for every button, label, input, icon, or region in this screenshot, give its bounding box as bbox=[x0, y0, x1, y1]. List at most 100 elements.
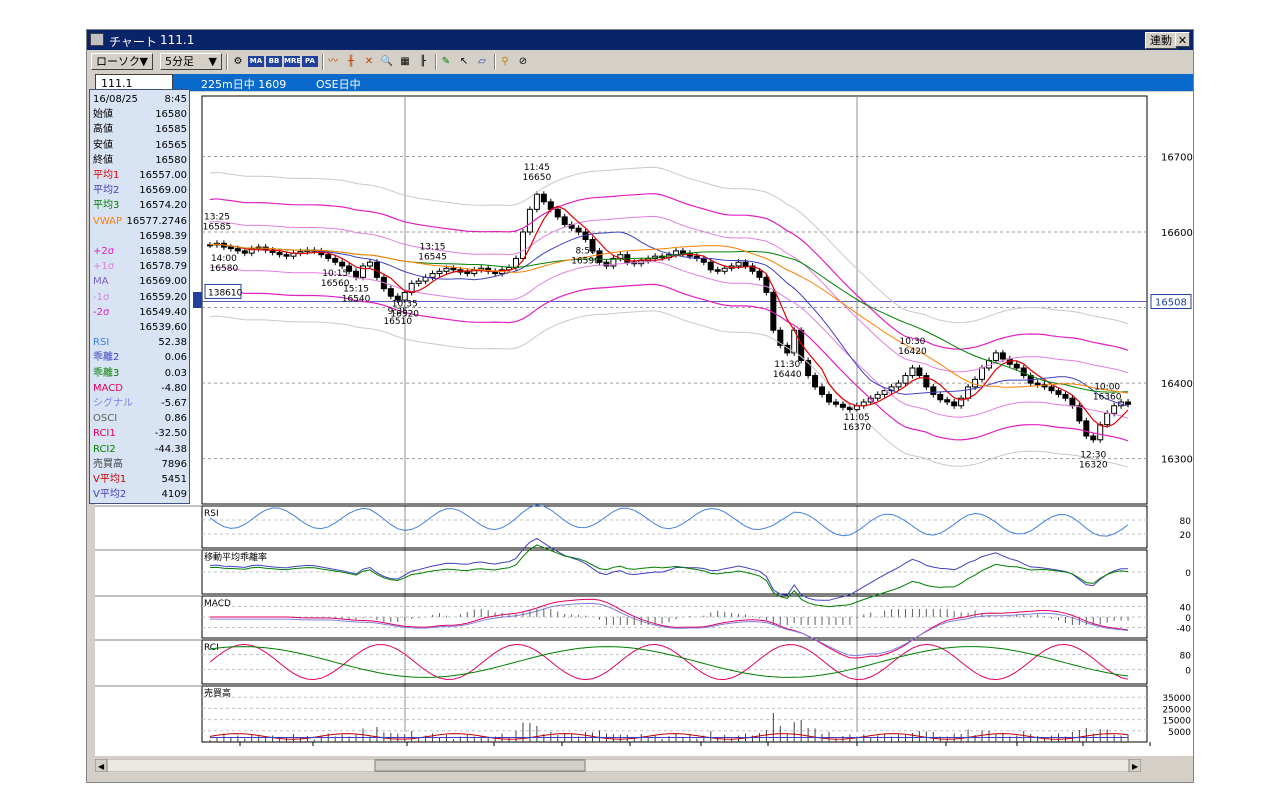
candle-body bbox=[1097, 424, 1104, 441]
candle-body bbox=[756, 270, 763, 278]
data-panel-value: 16549.40 bbox=[139, 306, 187, 318]
candle-body bbox=[401, 291, 408, 301]
data-panel-label: -2σ bbox=[93, 306, 110, 318]
data-panel-value: 16559.20 bbox=[139, 291, 187, 303]
volume-ma1-line bbox=[209, 733, 1129, 740]
data-panel-row: -2σ 16549.40 bbox=[93, 305, 187, 320]
data-panel-label: -1σ bbox=[93, 291, 110, 303]
mre-icon[interactable]: MRE bbox=[284, 56, 302, 67]
data-panel-label: 乖離2 bbox=[93, 352, 120, 364]
bollinger-minus1-line bbox=[209, 261, 1129, 419]
pa-icon[interactable]: PA bbox=[302, 56, 318, 67]
candle-body bbox=[283, 254, 290, 257]
data-panel-row: 乖離3 0.03 bbox=[93, 366, 187, 381]
line-chart-icon[interactable]: 〰 bbox=[328, 56, 338, 67]
pencil-icon[interactable]: ✎ bbox=[441, 56, 451, 67]
indicator-pane-frame bbox=[201, 685, 1148, 743]
candle-body bbox=[276, 251, 283, 256]
data-panel-row: RSI 52.38 bbox=[93, 335, 187, 350]
candle-body bbox=[763, 276, 770, 293]
calc-icon[interactable]: ▦ bbox=[400, 56, 410, 67]
candle-body bbox=[1111, 405, 1118, 414]
candle-body bbox=[248, 248, 255, 254]
pnf-icon[interactable]: ✕ bbox=[364, 56, 374, 67]
ma1-line bbox=[209, 205, 1129, 428]
candle-body bbox=[1055, 390, 1062, 395]
price-marker bbox=[193, 292, 202, 308]
price-annotation-value: 16360 bbox=[1093, 392, 1122, 402]
candle-body bbox=[1104, 412, 1111, 426]
data-panel-label: 売買高 bbox=[93, 458, 123, 470]
candle-body bbox=[895, 382, 902, 388]
candle-body bbox=[881, 390, 888, 395]
data-panel-value: 16565 bbox=[155, 139, 187, 151]
data-panel-row: 安値 16565 bbox=[93, 138, 187, 153]
data-panel-label: MA bbox=[93, 276, 109, 288]
data-panel-label: 終値 bbox=[93, 154, 113, 166]
chart-canvas[interactable]: 167001660016400163001650813:25165858:501… bbox=[95, 92, 1193, 768]
chart-settings-icon[interactable]: ⚙ bbox=[233, 56, 243, 67]
zoom-icon[interactable]: 🔍 bbox=[380, 56, 394, 67]
candle-body bbox=[742, 261, 749, 267]
candle-body bbox=[325, 254, 332, 259]
price-annotation-value: 16585 bbox=[203, 222, 232, 232]
current-price-label: 16508 bbox=[1155, 298, 1187, 309]
candle-body bbox=[714, 269, 721, 272]
bb-icon[interactable]: BB bbox=[266, 56, 282, 67]
timeframe-select[interactable]: 5分足 ▼ bbox=[160, 53, 222, 70]
market-label: OSE日中 bbox=[316, 78, 361, 91]
data-panel-value: -32.50 bbox=[154, 428, 187, 440]
horizontal-scrollbar[interactable]: ◀ ▶ bbox=[94, 757, 1142, 773]
data-panel-label: シグナル bbox=[93, 398, 133, 409]
bollinger-plus2-line bbox=[209, 193, 1129, 351]
rci2-line bbox=[209, 646, 1129, 678]
candle-body bbox=[1020, 367, 1027, 377]
indicator-tick-label: 80 bbox=[1180, 652, 1192, 662]
eraser-icon[interactable]: ▱ bbox=[478, 56, 486, 67]
price-annotation-time: 10:00 bbox=[1094, 382, 1120, 392]
deviation3-line bbox=[209, 544, 1129, 608]
chart-area[interactable]: 16700 16600 16400 16300 16508 13:25 16585 8:50 1… bbox=[95, 92, 1193, 768]
data-panel-label: 高値 bbox=[93, 124, 113, 136]
candle-body bbox=[812, 375, 819, 388]
candle-chart-icon[interactable]: ╫ bbox=[347, 56, 355, 67]
close-button[interactable]: ✕ bbox=[1175, 32, 1190, 47]
candle-body bbox=[366, 261, 373, 267]
bars-icon[interactable]: ╟ bbox=[419, 56, 427, 67]
data-panel-row: RCI2 -44.38 bbox=[93, 442, 187, 457]
search-icon[interactable]: ⚲ bbox=[501, 56, 509, 67]
candle-body bbox=[1125, 401, 1132, 405]
candle-body bbox=[874, 393, 881, 399]
sync-button[interactable]: 連動 bbox=[1145, 32, 1177, 49]
data-panel-row: RCI1 -32.50 bbox=[93, 426, 187, 441]
data-panel-value: 0.03 bbox=[164, 367, 187, 379]
price-annotation-value: 16560 bbox=[321, 279, 350, 289]
candle-body bbox=[825, 393, 832, 403]
scroll-thumb[interactable] bbox=[374, 759, 586, 772]
cursor-icon[interactable]: ↖ bbox=[459, 56, 469, 67]
data-panel-label: 始値 bbox=[93, 109, 113, 121]
data-panel-value: 0.86 bbox=[164, 413, 187, 425]
title-bar[interactable]: チャート 111.1 連動 ✕ bbox=[87, 30, 1193, 50]
candle-body bbox=[679, 250, 686, 254]
candle-body bbox=[533, 193, 540, 210]
hide-icon[interactable]: ⊘ bbox=[518, 56, 528, 67]
data-panel-row: 平均1 16557.00 bbox=[93, 168, 187, 183]
indicator-tick-label: 15000 bbox=[1162, 717, 1191, 727]
candle-body bbox=[429, 273, 436, 278]
candle-body bbox=[610, 257, 617, 267]
price-annotation-value: 16580 bbox=[210, 264, 239, 274]
price-annotation-value: 16440 bbox=[773, 370, 802, 380]
data-panel-row: 16598.39 bbox=[93, 229, 187, 244]
candle-body bbox=[992, 352, 999, 361]
ma-icon[interactable]: MA bbox=[248, 56, 264, 67]
candle-body bbox=[999, 352, 1006, 360]
toolbar-separator bbox=[435, 54, 437, 70]
toolbar-separator bbox=[322, 54, 324, 70]
data-panel-row: OSCI 0.86 bbox=[93, 411, 187, 426]
candle-body bbox=[596, 250, 603, 263]
candle-body bbox=[540, 193, 547, 203]
close-icon: ✕ bbox=[1177, 34, 1188, 47]
candle-body bbox=[234, 248, 241, 252]
chart-type-select[interactable]: ローソク ▼ bbox=[91, 53, 153, 70]
